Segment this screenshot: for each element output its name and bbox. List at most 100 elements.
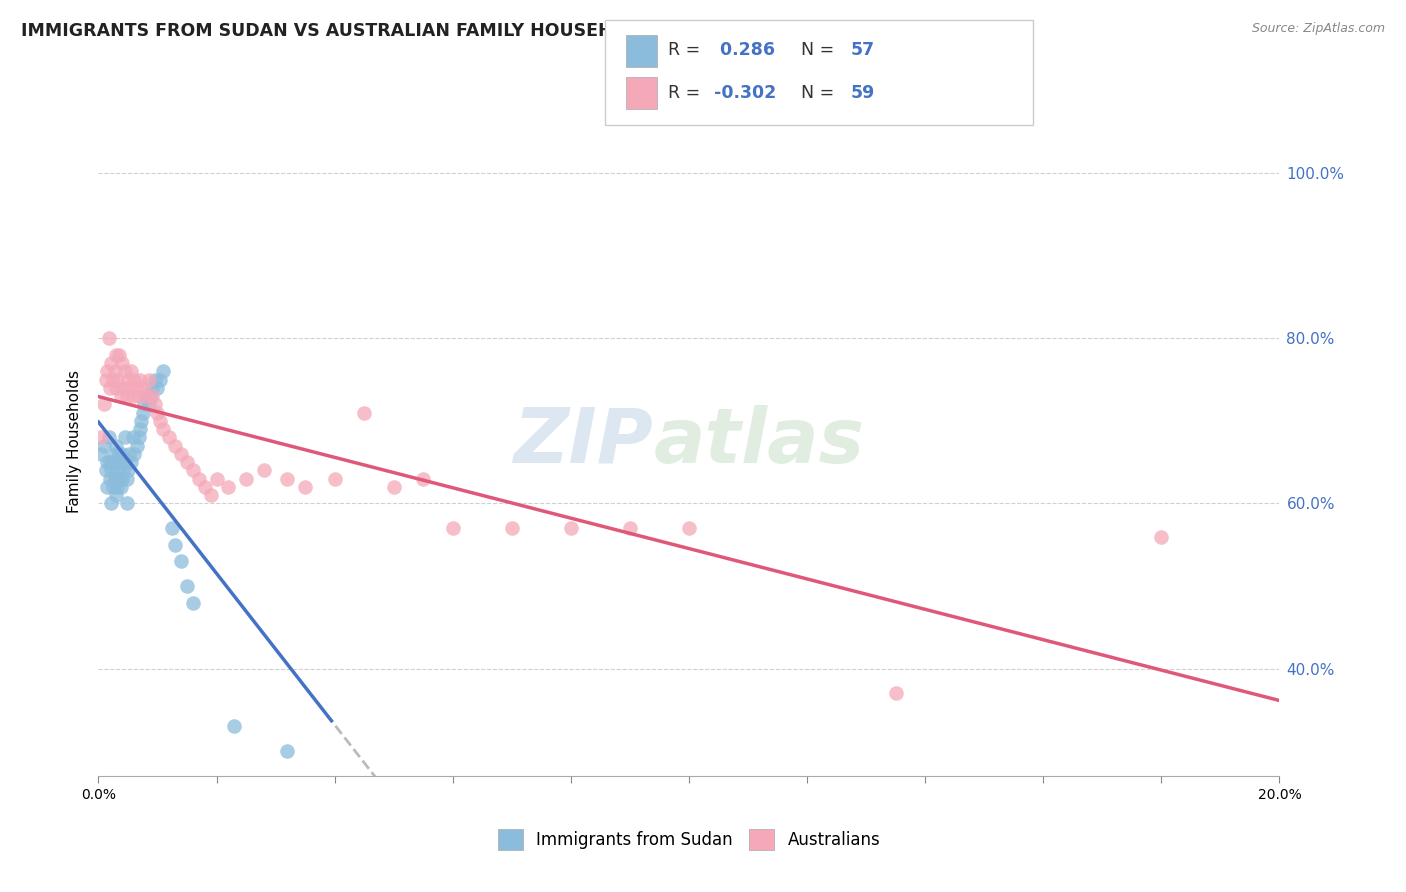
Point — [162, 521, 183, 535]
Point — [294, 480, 316, 494]
Point — [128, 373, 150, 387]
Point — [98, 455, 121, 469]
Point — [194, 480, 217, 494]
Point — [105, 480, 128, 494]
Point — [152, 422, 174, 436]
Point — [181, 463, 204, 477]
Point — [103, 373, 125, 387]
Point — [105, 463, 128, 477]
Point — [112, 463, 135, 477]
Point — [157, 430, 180, 444]
Point — [217, 480, 239, 494]
Point — [96, 480, 118, 494]
Point — [200, 488, 222, 502]
Point — [1150, 529, 1173, 543]
Point — [132, 406, 155, 420]
Point — [253, 463, 276, 477]
Point — [678, 521, 700, 535]
Point — [117, 463, 139, 477]
Point — [103, 480, 125, 494]
Point — [122, 447, 145, 461]
Point — [105, 455, 128, 469]
Point — [165, 439, 187, 453]
Point — [128, 430, 150, 444]
Point — [382, 480, 405, 494]
Point — [132, 381, 155, 395]
Point — [115, 472, 138, 486]
Point — [98, 472, 121, 486]
Point — [100, 463, 122, 477]
Text: Source: ZipAtlas.com: Source: ZipAtlas.com — [1251, 22, 1385, 36]
Point — [143, 397, 166, 411]
Point — [118, 447, 141, 461]
Point — [93, 397, 115, 411]
Point — [149, 414, 172, 428]
Point — [135, 389, 157, 403]
Point — [98, 331, 121, 345]
Point — [323, 472, 346, 486]
Point — [105, 472, 128, 486]
Point — [114, 430, 136, 444]
Point — [125, 439, 148, 453]
Text: IMMIGRANTS FROM SUDAN VS AUSTRALIAN FAMILY HOUSEHOLDS CORRELATION CHART: IMMIGRANTS FROM SUDAN VS AUSTRALIAN FAMI… — [21, 22, 880, 40]
Point — [884, 686, 907, 700]
Point — [93, 439, 115, 453]
Point — [441, 521, 464, 535]
Point — [103, 455, 125, 469]
Point — [181, 596, 204, 610]
Point — [96, 455, 118, 469]
Point — [141, 381, 163, 395]
Point — [146, 381, 169, 395]
Point — [146, 406, 169, 420]
Point — [138, 373, 160, 387]
Point — [134, 397, 156, 411]
Point — [94, 463, 117, 477]
Point — [412, 472, 434, 486]
Point — [98, 381, 121, 395]
Point — [110, 480, 132, 494]
Point — [224, 719, 246, 733]
Point — [120, 455, 142, 469]
Point — [105, 488, 128, 502]
Point — [100, 496, 122, 510]
Point — [118, 381, 141, 395]
Point — [128, 389, 150, 403]
Text: 59: 59 — [851, 84, 875, 102]
Text: -0.302: -0.302 — [714, 84, 776, 102]
Text: N =: N = — [801, 41, 841, 59]
Point — [104, 364, 127, 378]
Point — [110, 389, 132, 403]
Point — [501, 521, 523, 535]
Point — [235, 472, 257, 486]
Point — [104, 472, 127, 486]
Point — [114, 455, 136, 469]
Y-axis label: Family Households: Family Households — [67, 370, 83, 513]
Point — [170, 447, 193, 461]
Point — [100, 356, 122, 370]
Point — [111, 472, 134, 486]
Point — [276, 744, 298, 758]
Point — [105, 439, 128, 453]
Point — [90, 447, 112, 461]
Point — [96, 364, 118, 378]
Point — [111, 356, 134, 370]
Point — [105, 381, 128, 395]
Point — [165, 538, 187, 552]
Point — [115, 496, 138, 510]
Point — [104, 447, 127, 461]
Point — [110, 455, 132, 469]
Point — [619, 521, 641, 535]
Point — [94, 373, 117, 387]
Point — [135, 389, 157, 403]
Text: ZIP: ZIP — [513, 405, 654, 478]
Point — [105, 373, 128, 387]
Point — [111, 447, 134, 461]
Point — [205, 472, 228, 486]
Point — [112, 381, 135, 395]
Point — [128, 422, 150, 436]
Point — [108, 472, 131, 486]
Point — [560, 521, 582, 535]
Point — [152, 364, 174, 378]
Point — [117, 373, 139, 387]
Point — [170, 554, 193, 568]
